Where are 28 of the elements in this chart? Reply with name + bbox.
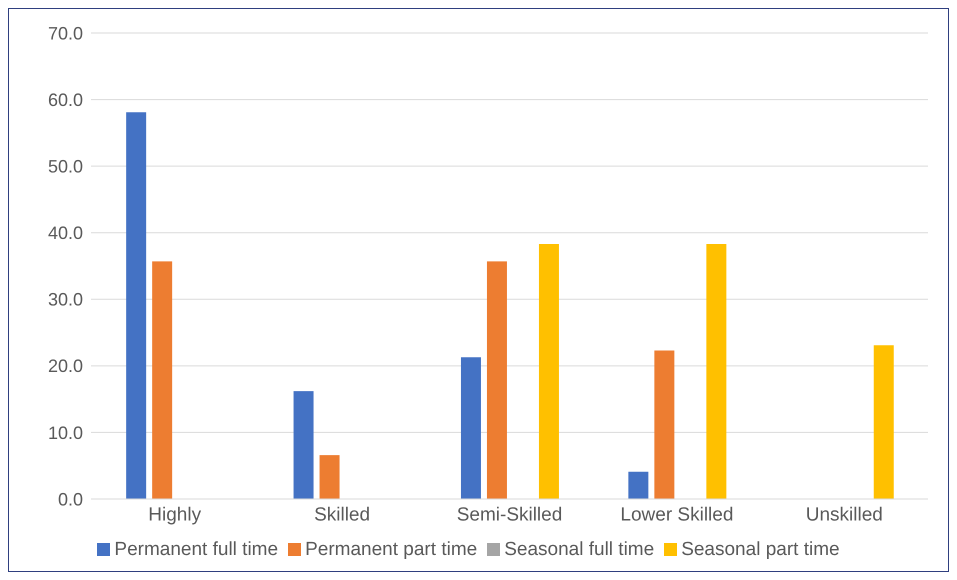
- bar: [460, 357, 481, 499]
- legend-label: Permanent full time: [114, 539, 278, 560]
- bar: [654, 350, 674, 499]
- y-tick-label: 70.0: [48, 23, 83, 44]
- bar: [628, 472, 648, 499]
- legend-label: Seasonal full time: [504, 539, 654, 560]
- x-tick-label: Highly: [148, 504, 202, 526]
- x-tick-label: Unskilled: [806, 504, 883, 526]
- bar: [152, 261, 172, 499]
- bar: [874, 345, 894, 499]
- bar: [126, 112, 146, 499]
- bar: [320, 455, 340, 499]
- y-tick-label: 30.0: [48, 290, 83, 310]
- legend-label: Seasonal part time: [681, 539, 840, 560]
- bar: [706, 244, 726, 499]
- x-tick-label: Lower Skilled: [620, 504, 734, 526]
- y-tick-label: 50.0: [48, 156, 83, 177]
- x-tick-label: Skilled: [314, 504, 370, 526]
- y-tick-label: 60.0: [48, 90, 83, 110]
- bar: [486, 261, 507, 499]
- y-tick-label: 20.0: [48, 356, 83, 376]
- y-tick-label: 40.0: [48, 223, 83, 244]
- bar: [538, 244, 559, 499]
- y-tick-label: 10.0: [48, 422, 83, 443]
- x-tick-label: Semi-Skilled: [456, 504, 562, 526]
- bar: [294, 391, 314, 499]
- legend-label: Permanent part time: [305, 539, 478, 560]
- y-tick-label: 0.0: [58, 489, 83, 510]
